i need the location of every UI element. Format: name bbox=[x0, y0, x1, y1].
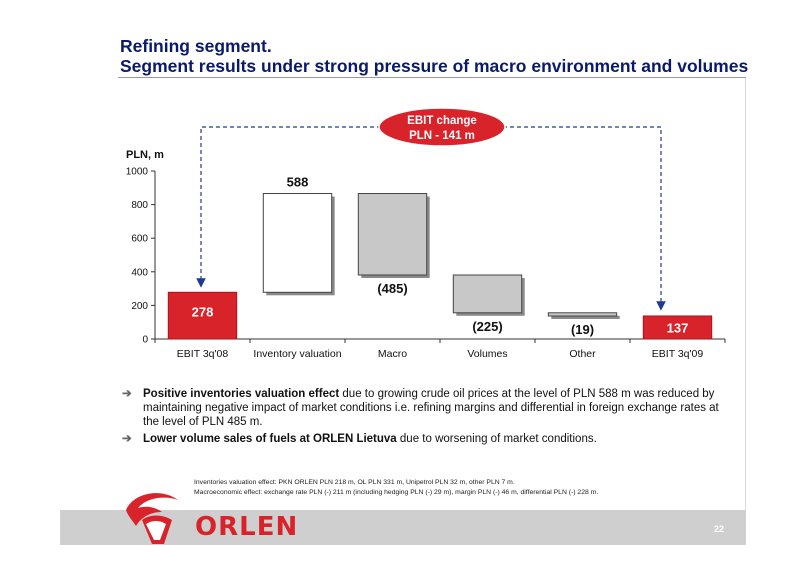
title-line-2: Segment results under strong pressure of… bbox=[120, 56, 749, 76]
y-tick-label: 800 bbox=[131, 200, 148, 211]
footnote-2: Macroeconomic effect: exchange rate PLN … bbox=[194, 489, 599, 496]
bar bbox=[642, 315, 713, 340]
bullet-2-heading: Lower volume sales of fuels at ORLEN Lie… bbox=[143, 433, 397, 445]
bar bbox=[547, 312, 618, 317]
bar bbox=[357, 193, 428, 276]
callout-connectors bbox=[196, 126, 666, 311]
x-tick-label: EBIT 3q'09 bbox=[652, 348, 704, 360]
bullet-1-heading: Positive inventories valuation effect bbox=[143, 388, 340, 400]
y-tick-label: 1000 bbox=[126, 167, 149, 178]
footer-band: 22 bbox=[60, 510, 746, 545]
page-title: Refining segment. Segment results under … bbox=[120, 36, 748, 76]
orlen-eagle-logo-icon bbox=[126, 493, 178, 544]
y-axis-title: PLN, m bbox=[126, 149, 164, 161]
bar-value-label: 278 bbox=[192, 304, 214, 319]
x-tick-label: Macro bbox=[378, 348, 407, 360]
arrow-right-icon: ➔ bbox=[122, 433, 132, 445]
bar-shadow bbox=[551, 315, 620, 319]
callout-line-1: EBIT change bbox=[407, 115, 477, 127]
y-tick-label: 200 bbox=[131, 301, 148, 312]
footnote-1: Inventories valuation effect: PKN ORLEN … bbox=[194, 479, 515, 486]
bar bbox=[452, 274, 523, 314]
bar-value-label: 588 bbox=[287, 175, 309, 190]
chart-labels: 278 588 (485) (225) (19) 137 bbox=[192, 175, 689, 337]
bar-value-label: (19) bbox=[571, 322, 594, 337]
chart-bars bbox=[167, 193, 713, 340]
page-number: 22 bbox=[713, 524, 724, 534]
ebit-change-callout: EBIT change PLN - 141 m bbox=[378, 107, 506, 147]
bar bbox=[262, 193, 333, 293]
chart-axes: 0 200 400 600 800 1000 EBIT 3q'08 Inventory val… bbox=[126, 167, 726, 360]
x-tick-label: Other bbox=[569, 348, 596, 360]
x-tick-label: Volumes bbox=[467, 348, 507, 360]
bullet-item: ➔ Lower volume sales of fuels at ORLEN L… bbox=[122, 432, 722, 446]
bar-value-label: (225) bbox=[472, 319, 502, 334]
footnotes: Inventories valuation effect: PKN ORLEN … bbox=[194, 478, 598, 498]
bullet-item: ➔ Positive inventories valuation effect … bbox=[122, 387, 722, 429]
x-tick-label: Inventory valuation bbox=[253, 348, 341, 360]
bullet-2-text: due to worsening of market conditions. bbox=[396, 433, 597, 445]
y-tick-label: 0 bbox=[142, 335, 148, 346]
orlen-logo-text: ORLEN bbox=[195, 512, 299, 542]
title-divider bbox=[118, 77, 746, 78]
bullet-1-text: due to growing crude oil prices at the l… bbox=[143, 388, 719, 428]
waterfall-chart: EBIT change PLN - 141 m PLN, m 0 200 400 60… bbox=[126, 107, 726, 360]
y-tick-label: 400 bbox=[131, 267, 148, 278]
bar-value-label: (485) bbox=[377, 281, 407, 296]
bar-value-label: 137 bbox=[667, 320, 689, 335]
commentary-list: ➔ Positive inventories valuation effect … bbox=[122, 387, 722, 449]
y-tick-label: 600 bbox=[131, 234, 148, 245]
x-tick-label: EBIT 3q'08 bbox=[177, 348, 229, 360]
title-line-1: Refining segment. bbox=[120, 36, 272, 56]
arrow-right-icon: ➔ bbox=[122, 388, 132, 400]
callout-line-2: PLN - 141 m bbox=[409, 130, 475, 142]
bar bbox=[167, 291, 238, 340]
right-divider bbox=[745, 78, 746, 510]
